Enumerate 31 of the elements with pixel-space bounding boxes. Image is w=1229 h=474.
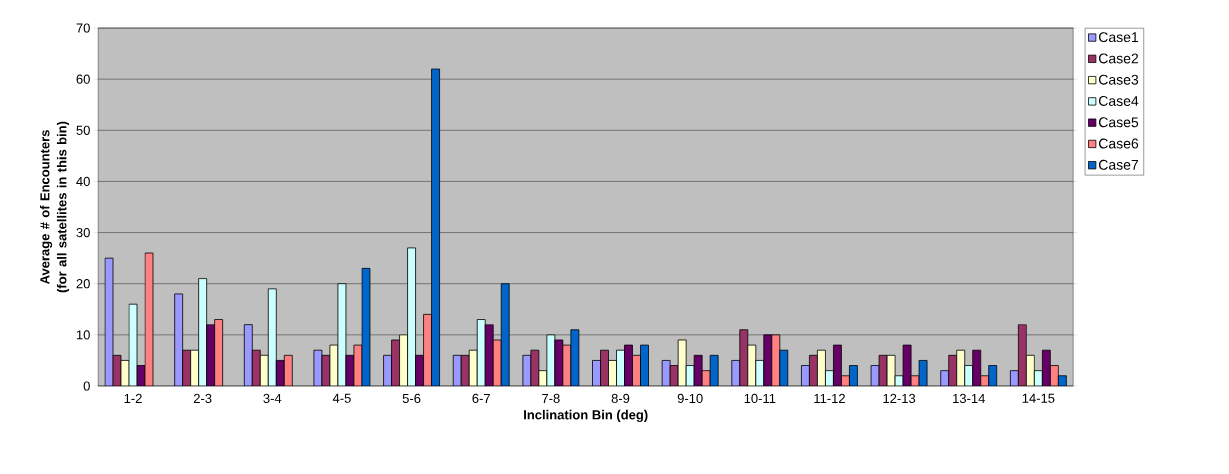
x-tick-label: 12-13 (883, 393, 916, 403)
x-tick-label: 10-11 (744, 393, 776, 403)
y-tick-label: 20 (76, 279, 90, 289)
y-tick-label: 50 (76, 125, 90, 135)
x-tick-label: 11-12 (814, 393, 845, 403)
x-axis-title: Inclination Bin (deg) (524, 409, 648, 423)
y-tick-label: 10 (76, 330, 90, 340)
x-tick-label: 6-7 (472, 393, 490, 403)
x-tick-label: 3-4 (263, 393, 282, 403)
x-tick-label: 8-9 (611, 393, 630, 403)
legend-label: Case6 (1098, 138, 1139, 149)
y-axis-title: Average # of Encounters (for all satellites in this bin) (39, 121, 70, 293)
y-tick-label: 40 (76, 176, 90, 187)
x-tick-label: 14-15 (1022, 393, 1055, 403)
x-tick-label: 9-10 (677, 393, 703, 403)
x-tick-label: 5-6 (402, 393, 421, 403)
x-tick-label: 2-3 (193, 393, 212, 403)
legend-label: Case5 (1098, 117, 1139, 128)
legend-label: Case1 (1098, 32, 1139, 43)
x-tick-label: 7-8 (542, 393, 560, 403)
y-tick-label: 0 (83, 381, 90, 391)
y-tick-label: 60 (76, 74, 90, 84)
legend-label: Case7 (1098, 159, 1139, 170)
legend-label: Case3 (1098, 74, 1139, 85)
x-tick-label: 4-5 (332, 393, 351, 403)
legend-label: Case2 (1098, 53, 1139, 64)
y-tick-label: 70 (76, 23, 90, 33)
legend-label: Case4 (1098, 96, 1139, 106)
x-tick-label: 13-14 (953, 393, 985, 403)
y-tick-label: 30 (76, 227, 90, 238)
x-tick-label: 1-2 (124, 393, 142, 403)
